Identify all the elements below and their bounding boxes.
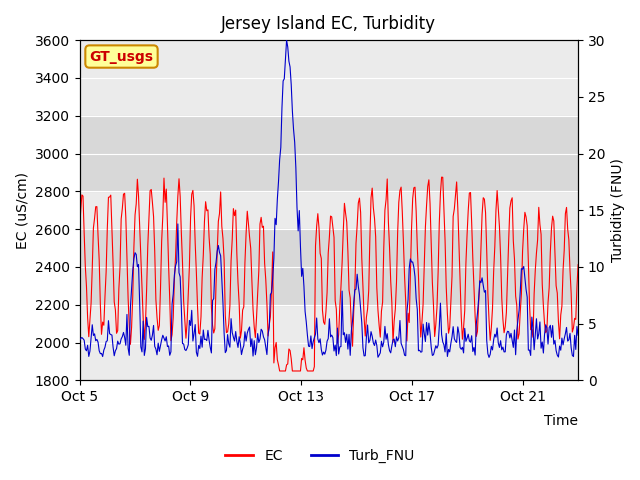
Title: Jersey Island EC, Turbidity: Jersey Island EC, Turbidity: [221, 15, 436, 33]
Bar: [79, 229, 578, 305]
Legend: EC, Turb_FNU: EC, Turb_FNU: [220, 443, 420, 468]
Bar: [79, 116, 578, 192]
Y-axis label: EC (uS/cm): EC (uS/cm): [15, 172, 29, 249]
Text: GT_usgs: GT_usgs: [90, 49, 154, 63]
Y-axis label: Turbidity (FNU): Turbidity (FNU): [611, 158, 625, 262]
Text: Time: Time: [544, 414, 578, 429]
